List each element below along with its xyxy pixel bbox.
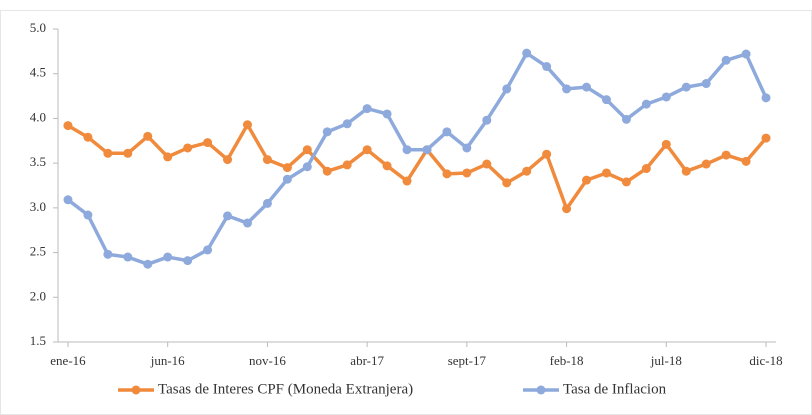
data-point xyxy=(522,166,532,176)
data-point xyxy=(302,145,312,155)
data-point xyxy=(362,104,372,114)
data-point xyxy=(203,245,213,255)
x-tick-label: sept-17 xyxy=(448,353,487,368)
data-point xyxy=(741,49,751,59)
data-point xyxy=(621,177,631,187)
series-line xyxy=(66,51,768,266)
data-point xyxy=(601,95,611,105)
x-tick-label: ene-16 xyxy=(50,353,86,368)
data-point xyxy=(282,174,292,184)
data-point xyxy=(342,160,352,170)
y-tick-label: 2.5 xyxy=(30,244,46,259)
data-point xyxy=(681,166,691,176)
data-point xyxy=(641,164,651,174)
x-tick-label: dic-18 xyxy=(749,353,782,368)
data-point xyxy=(641,99,651,109)
data-point xyxy=(761,133,771,143)
data-point xyxy=(681,82,691,92)
data-point xyxy=(143,259,153,269)
data-point xyxy=(442,169,452,179)
x-tick-label: jun-16 xyxy=(150,353,185,368)
y-tick-label: 5.0 xyxy=(30,20,46,35)
y-tick-label: 1.5 xyxy=(30,333,46,348)
data-point xyxy=(242,120,252,130)
y-tick-label: 4.0 xyxy=(30,109,46,124)
data-point xyxy=(761,93,771,103)
data-point xyxy=(362,145,372,155)
data-point xyxy=(701,159,711,169)
data-point xyxy=(242,218,252,228)
data-point xyxy=(621,114,631,124)
y-tick-label: 3.5 xyxy=(30,154,46,169)
x-tick-label: feb-18 xyxy=(550,353,584,368)
data-point xyxy=(203,138,213,148)
data-point xyxy=(342,119,352,129)
data-point xyxy=(661,92,671,102)
x-tick-label: nov-16 xyxy=(249,353,286,368)
data-point xyxy=(143,131,153,141)
data-point xyxy=(103,249,113,259)
data-point xyxy=(502,84,512,94)
data-point xyxy=(741,156,751,166)
data-point xyxy=(562,204,572,214)
legend-label: Tasas de Interes CPF (Moneda Extranjera) xyxy=(158,381,413,397)
data-point xyxy=(262,198,272,208)
series-line xyxy=(67,122,768,211)
data-point xyxy=(462,143,472,153)
data-point xyxy=(721,150,731,160)
data-point xyxy=(322,127,332,137)
legend-marker xyxy=(131,385,141,395)
data-point xyxy=(482,159,492,169)
data-point xyxy=(183,256,193,266)
legend-marker xyxy=(536,385,546,395)
data-point xyxy=(701,79,711,89)
data-point xyxy=(63,195,73,205)
data-point xyxy=(422,145,432,155)
data-point xyxy=(562,84,572,94)
x-tick-label: jul-18 xyxy=(650,353,682,368)
data-point xyxy=(123,148,133,158)
data-point xyxy=(382,109,392,119)
data-point xyxy=(163,152,173,162)
data-point xyxy=(123,252,133,262)
data-point xyxy=(502,178,512,188)
data-point xyxy=(262,155,272,165)
data-point xyxy=(442,127,452,137)
data-point xyxy=(183,143,193,153)
data-point xyxy=(63,121,73,131)
data-point xyxy=(382,161,392,171)
data-point xyxy=(83,132,93,142)
y-tick-label: 3.0 xyxy=(30,199,46,214)
data-point xyxy=(163,252,173,262)
data-point xyxy=(542,149,552,159)
data-point xyxy=(83,210,93,220)
data-point xyxy=(402,176,412,186)
data-point xyxy=(282,163,292,173)
x-tick-label: abr-17 xyxy=(350,353,384,368)
data-point xyxy=(223,155,233,165)
data-point xyxy=(402,145,412,155)
legend-label: Tasa de Inflacion xyxy=(563,381,667,397)
data-point xyxy=(322,166,332,176)
data-point xyxy=(223,211,233,221)
data-point xyxy=(542,62,552,72)
data-point xyxy=(721,55,731,65)
data-point xyxy=(482,115,492,125)
data-point xyxy=(302,162,312,172)
data-point xyxy=(522,48,532,58)
data-point xyxy=(462,168,472,178)
y-tick-label: 4.5 xyxy=(30,65,46,80)
data-point xyxy=(601,168,611,178)
data-point xyxy=(582,82,592,92)
data-point xyxy=(661,139,671,149)
data-point xyxy=(103,148,113,158)
y-tick-label: 2.0 xyxy=(30,288,46,303)
chart-frame xyxy=(0,10,812,415)
data-point xyxy=(582,175,592,185)
